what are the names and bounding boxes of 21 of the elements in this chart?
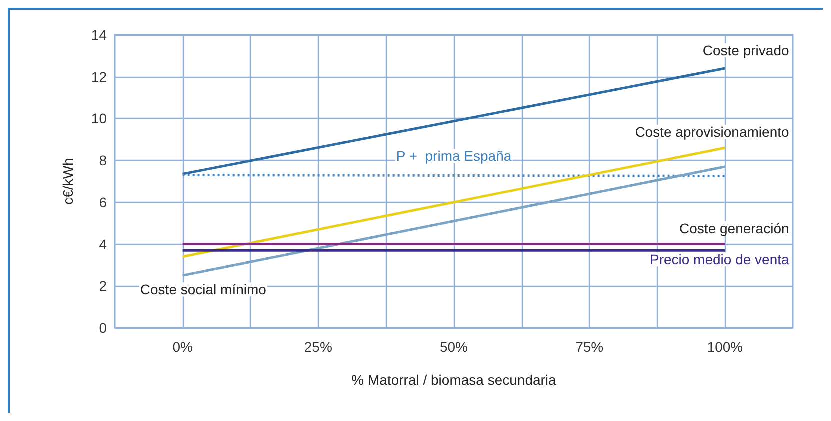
series-label: Coste aprovisionamiento: [635, 124, 790, 140]
y-axis-title: c€/kWh: [60, 158, 76, 205]
y-tick-label: 4: [99, 236, 108, 252]
y-tick-label: 8: [99, 152, 108, 169]
y-tick-label: 12: [91, 68, 108, 85]
y-tick-label: 6: [99, 194, 108, 210]
series-label: P + prima España: [396, 148, 512, 164]
series-label: Coste social mínimo: [140, 282, 267, 298]
x-tick-label: 75%: [576, 339, 604, 355]
x-axis-title: % Matorral / biomasa secundaria: [352, 372, 557, 388]
y-tick-label: 14: [91, 27, 108, 43]
y-tick-label: 0: [99, 320, 108, 336]
series-label: Coste generación: [680, 220, 790, 236]
x-tick-label: 100%: [707, 339, 744, 355]
y-tick-label: 2: [99, 278, 108, 294]
x-tick-label: 25%: [304, 339, 332, 355]
y-tick-label: 10: [91, 110, 108, 127]
x-tick-label: 0%: [172, 339, 193, 355]
x-tick-label: 50%: [440, 339, 468, 355]
series-label: Coste privado: [702, 42, 790, 58]
series-label: Precio medio de venta: [650, 252, 790, 268]
